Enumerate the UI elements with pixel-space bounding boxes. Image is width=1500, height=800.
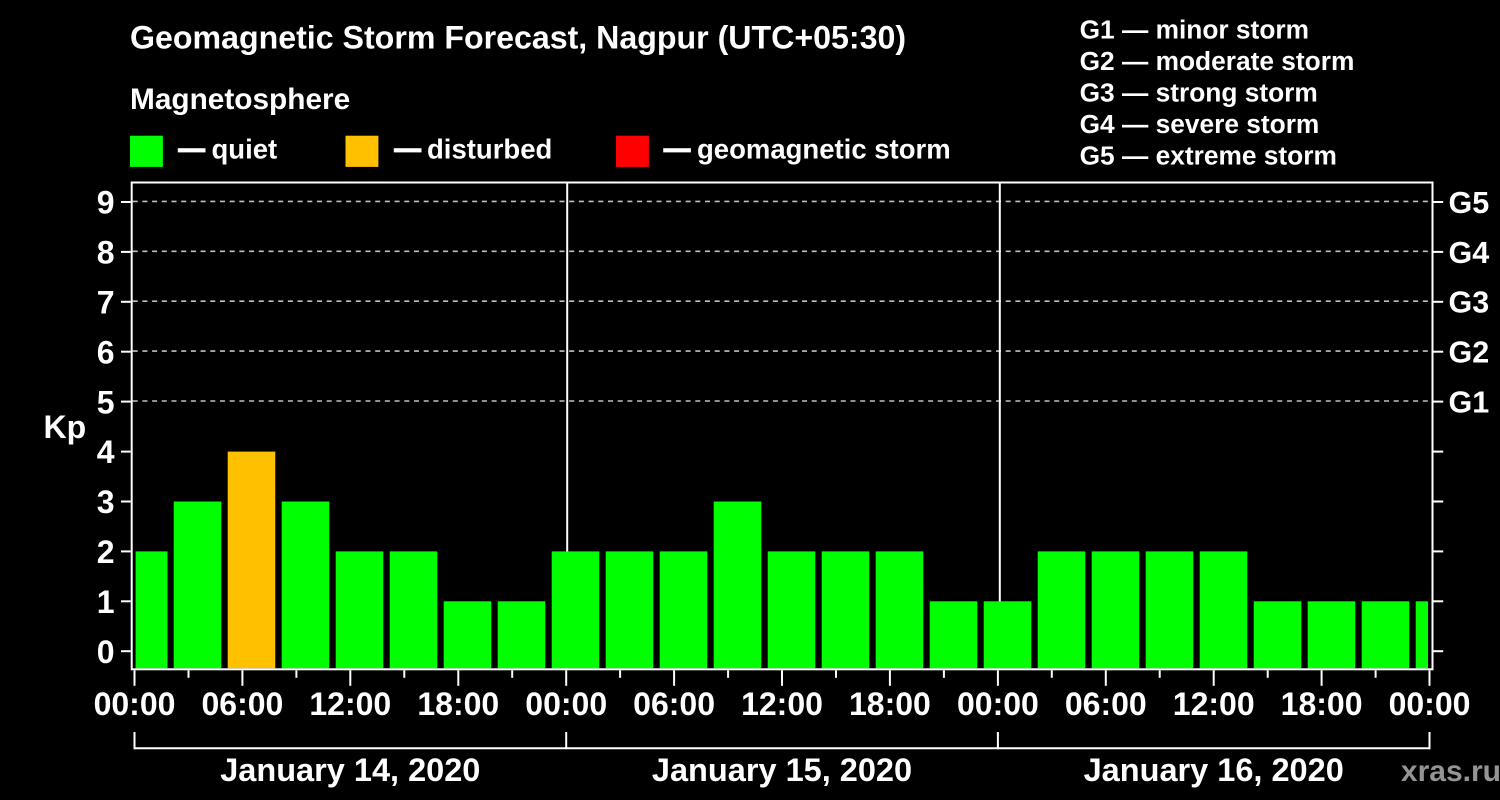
svg-text:7: 7 <box>97 285 115 321</box>
svg-text:2: 2 <box>97 534 115 570</box>
svg-text:G5 — extreme storm: G5 — extreme storm <box>1080 141 1337 171</box>
svg-text:00:00: 00:00 <box>525 686 607 722</box>
svg-text:G1: G1 <box>1449 386 1490 420</box>
svg-text:G4 — severe storm: G4 — severe storm <box>1080 109 1320 139</box>
svg-text:06:00: 06:00 <box>1065 686 1147 722</box>
svg-text:January 14, 2020: January 14, 2020 <box>220 752 480 788</box>
svg-text:G4: G4 <box>1449 236 1490 270</box>
svg-text:G3 — strong storm: G3 — strong storm <box>1080 78 1318 108</box>
svg-text:G2 — moderate storm: G2 — moderate storm <box>1080 46 1355 76</box>
svg-text:8: 8 <box>97 235 115 271</box>
svg-text:00:00: 00:00 <box>94 686 176 722</box>
svg-text:G3: G3 <box>1449 286 1490 320</box>
svg-text:1: 1 <box>97 584 115 620</box>
svg-text:5: 5 <box>97 384 115 420</box>
svg-text:12:00: 12:00 <box>1173 686 1255 722</box>
svg-text:0: 0 <box>97 634 115 670</box>
svg-text:G5: G5 <box>1449 186 1490 220</box>
svg-text:Geomagnetic Storm Forecast, Na: Geomagnetic Storm Forecast, Nagpur (UTC+… <box>130 19 906 55</box>
svg-text:9: 9 <box>97 185 115 221</box>
svg-text:06:00: 06:00 <box>633 686 715 722</box>
svg-text:geomagnetic storm: geomagnetic storm <box>697 133 951 164</box>
svg-text:disturbed: disturbed <box>427 133 552 164</box>
svg-text:00:00: 00:00 <box>957 686 1039 722</box>
svg-text:4: 4 <box>97 434 115 470</box>
svg-text:G2: G2 <box>1449 336 1490 370</box>
svg-text:12:00: 12:00 <box>309 686 391 722</box>
svg-text:Kp: Kp <box>44 409 87 445</box>
svg-text:G1 — minor storm: G1 — minor storm <box>1080 14 1309 44</box>
svg-text:12:00: 12:00 <box>741 686 823 722</box>
svg-text:Magnetosphere: Magnetosphere <box>130 83 350 116</box>
svg-text:xras.ru: xras.ru <box>1401 755 1500 788</box>
svg-text:18:00: 18:00 <box>1281 686 1363 722</box>
svg-text:January 15, 2020: January 15, 2020 <box>652 752 912 788</box>
svg-text:quiet: quiet <box>212 133 278 164</box>
svg-text:00:00: 00:00 <box>1389 686 1471 722</box>
svg-text:January 16, 2020: January 16, 2020 <box>1084 752 1344 788</box>
svg-text:6: 6 <box>97 334 115 370</box>
svg-text:18:00: 18:00 <box>417 686 499 722</box>
svg-text:18:00: 18:00 <box>849 686 931 722</box>
svg-text:3: 3 <box>97 484 115 520</box>
svg-text:06:00: 06:00 <box>201 686 283 722</box>
